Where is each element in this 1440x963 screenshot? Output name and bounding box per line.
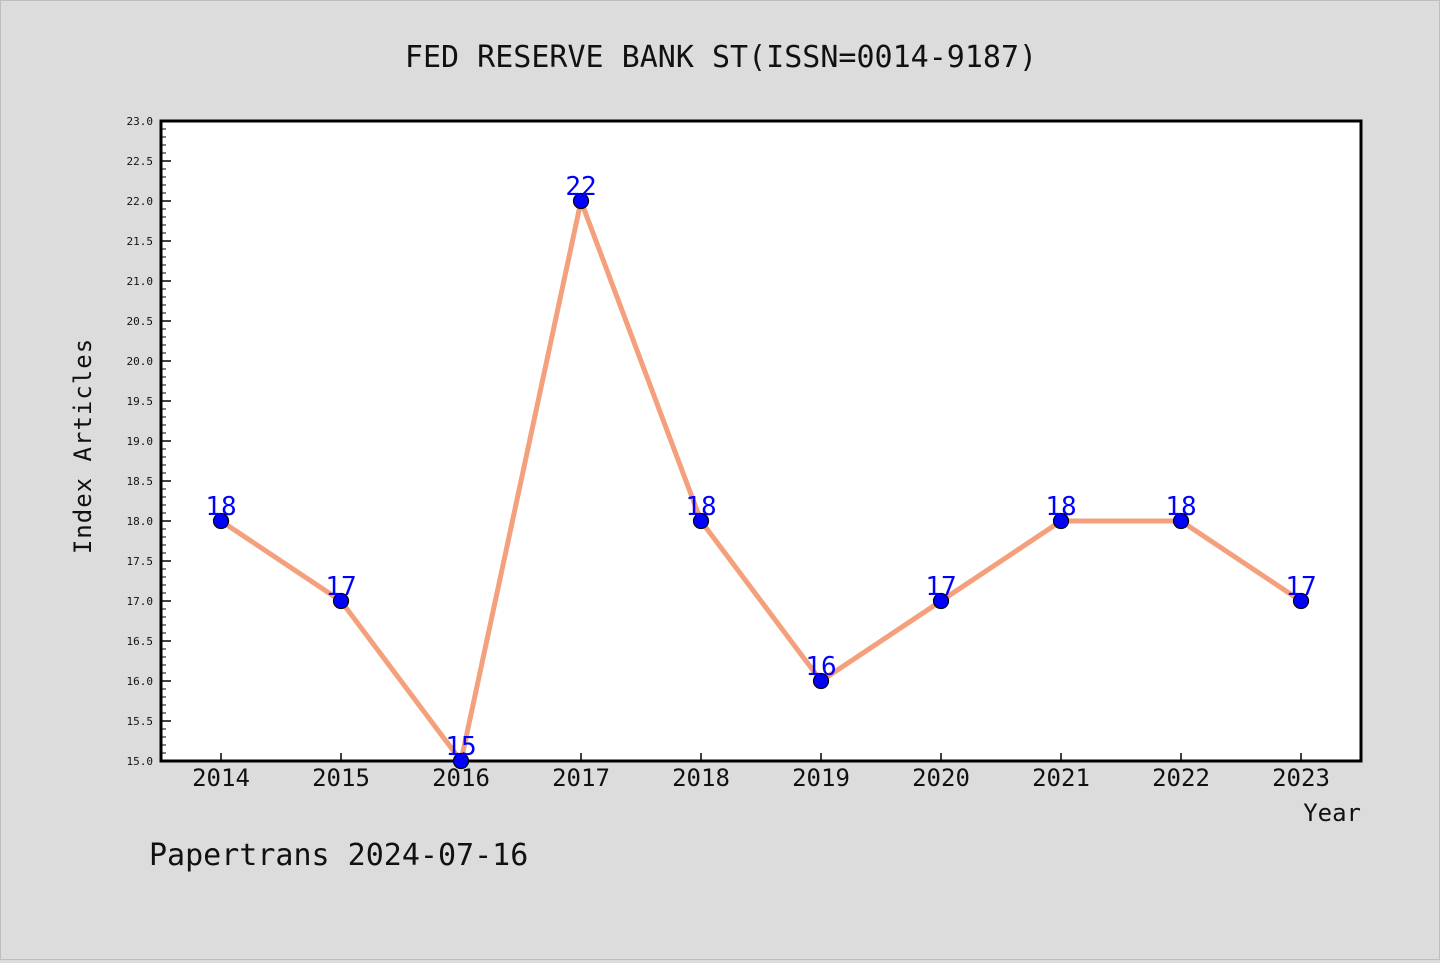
data-point: [452, 752, 470, 770]
y-axis-label: Index Articles: [69, 338, 97, 554]
data-point: [572, 192, 590, 210]
x-tick-label: 2017: [552, 764, 610, 792]
y-tick-label: 23.0: [127, 115, 154, 128]
data-label: 18: [685, 492, 716, 522]
data-label: 15: [445, 732, 476, 762]
y-tick-label: 21.5: [127, 235, 154, 248]
data-label: 22: [565, 172, 596, 202]
data-label: 17: [1285, 572, 1316, 602]
y-tick-label: 18.5: [127, 475, 154, 488]
x-axis-label: Year: [1303, 799, 1361, 827]
data-point: [332, 592, 350, 610]
y-tick-label: 15.5: [127, 715, 154, 728]
data-label: 16: [805, 652, 836, 682]
y-tick-label: 16.5: [127, 635, 154, 648]
data-label: 17: [325, 572, 356, 602]
series-line: [218, 198, 1304, 764]
x-tick-label: 2018: [672, 764, 730, 792]
chart-title: FED RESERVE BANK ST(ISSN=0014-9187): [405, 40, 1037, 75]
y-tick-label: 19.0: [127, 435, 154, 448]
data-point: [692, 512, 710, 530]
y-tick-label: 16.0: [127, 675, 154, 688]
x-tick-label: 2022: [1152, 764, 1210, 792]
y-tick-label: 20.5: [127, 315, 154, 328]
x-tick-label: 2015: [312, 764, 370, 792]
data-label: 18: [205, 492, 236, 522]
y-tick-label: 15.0: [127, 755, 154, 768]
data-label: 17: [925, 572, 956, 602]
data-point: [1052, 512, 1070, 530]
y-tick-label: 22.5: [127, 155, 154, 168]
data-label: 18: [1165, 492, 1196, 522]
series-layer: [212, 192, 1310, 770]
data-labels: 18 17 15 22 18 16 17 18 18 17: [205, 172, 1316, 762]
data-point: [212, 512, 230, 530]
y-tick-label: 18.0: [127, 515, 154, 528]
x-tick-label: 2019: [792, 764, 850, 792]
data-point: [812, 672, 830, 690]
x-tick-label: 2021: [1032, 764, 1090, 792]
plot-area: [159, 119, 1363, 763]
data-point: [1172, 512, 1190, 530]
x-tick-label: 2020: [912, 764, 970, 792]
x-tick-label: 2023: [1272, 764, 1330, 792]
x-tick-label: 2014: [192, 764, 250, 792]
y-tick-label: 20.0: [127, 355, 154, 368]
footer-text: Papertrans 2024-07-16: [149, 838, 528, 873]
y-tick-label: 17.5: [127, 555, 154, 568]
y-tick-label: 19.5: [127, 395, 154, 408]
data-label: 18: [1045, 492, 1076, 522]
data-point: [1292, 592, 1310, 610]
data-point: [932, 592, 950, 610]
y-tick-label: 21.0: [127, 275, 154, 288]
y-tick-label: 17.0: [127, 595, 154, 608]
y-tick-label: 22.0: [127, 195, 154, 208]
y-axis: 15.0 15.5 16.0 16.5 17.0 17.5 18.0 18.5 19.0 19.5…: [127, 115, 171, 768]
